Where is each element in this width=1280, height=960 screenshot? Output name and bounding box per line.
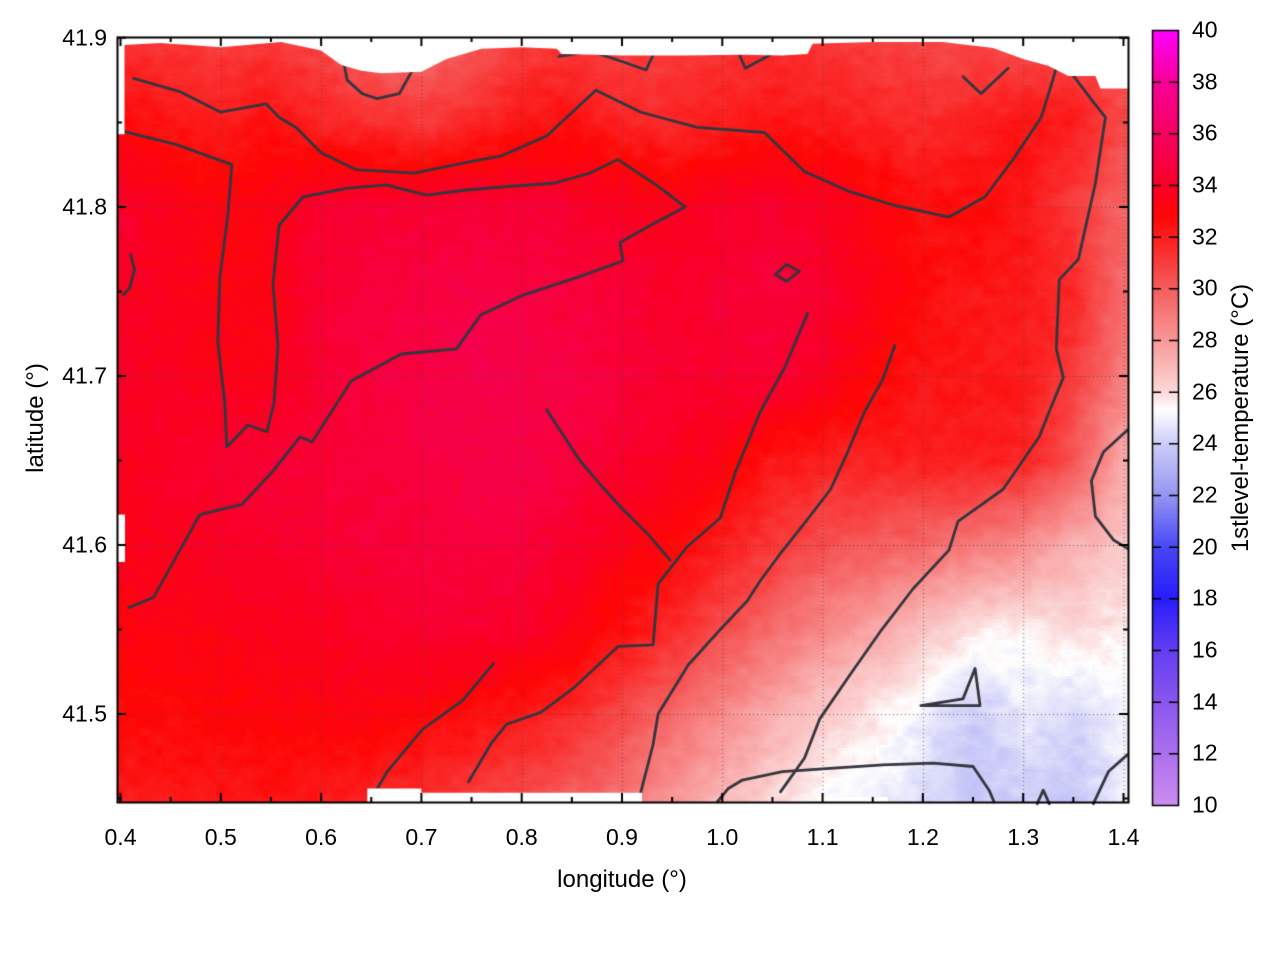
x-tick-label: 0.9 xyxy=(605,824,638,850)
x-tick-label: 0.4 xyxy=(104,824,137,850)
colorbar-tick-label: 22 xyxy=(1192,481,1218,508)
colorbar-tick-label: 18 xyxy=(1192,584,1218,611)
colorbar-tick-label: 10 xyxy=(1192,791,1218,818)
x-tick-label: 1.1 xyxy=(806,824,839,850)
y-tick-label: 41.8 xyxy=(62,193,107,220)
colorbar-tick-label: 32 xyxy=(1192,223,1218,250)
colorbar-tick-label: 38 xyxy=(1192,68,1218,95)
colorbar-tick-label: 14 xyxy=(1192,688,1218,715)
colorbar-tick-label: 16 xyxy=(1192,636,1218,663)
x-tick-label: 1.0 xyxy=(706,824,739,850)
colorbar-tick-label: 20 xyxy=(1192,533,1218,560)
x-tick-label: 0.8 xyxy=(505,824,538,850)
colorbar-title: 1stlevel-temperature (°C) xyxy=(1227,283,1254,553)
x-tick-label: 0.7 xyxy=(405,824,438,850)
colorbar-tick-label: 30 xyxy=(1192,274,1218,301)
y-tick-label: 41.9 xyxy=(62,24,107,51)
y-tick-label: 41.7 xyxy=(62,362,107,389)
x-tick-label: 1.3 xyxy=(1007,824,1040,850)
x-axis-title: longitude (°) xyxy=(557,866,687,893)
x-tick-label: 1.4 xyxy=(1107,824,1140,850)
x-tick-label: 0.6 xyxy=(305,824,338,850)
y-tick-label: 41.6 xyxy=(62,531,107,558)
colorbar-tick-label: 28 xyxy=(1192,326,1218,353)
colorbar-tick-label: 12 xyxy=(1192,739,1218,766)
x-tick-label: 1.2 xyxy=(906,824,939,850)
colorbar-tick-label: 34 xyxy=(1192,171,1218,198)
colorbar-tick-label: 40 xyxy=(1192,16,1218,43)
x-tick-label: 0.5 xyxy=(204,824,237,850)
colorbar-tick-label: 26 xyxy=(1192,378,1218,405)
colorbar-tick-label: 24 xyxy=(1192,429,1218,456)
y-tick-label: 41.5 xyxy=(62,700,107,727)
colorbar-tick-label: 36 xyxy=(1192,119,1218,146)
